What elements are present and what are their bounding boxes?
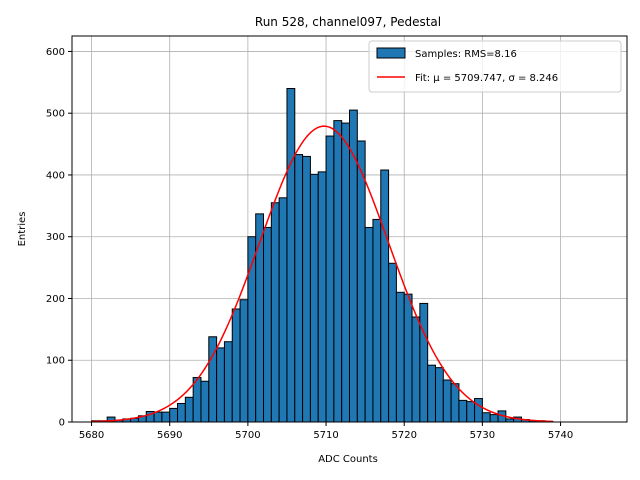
histogram-bar: [372, 218, 382, 423]
y-tick-label: 200: [46, 294, 65, 305]
y-tick-label: 400: [46, 170, 65, 181]
histogram-bar: [286, 87, 296, 423]
histogram-bar: [403, 293, 413, 423]
histogram-bar: [356, 140, 366, 423]
y-tick-label: 300: [46, 232, 65, 243]
histogram-bar: [200, 380, 210, 423]
legend-label-samples: Samples: RMS=8.16: [415, 49, 517, 60]
fit-curve: [91, 125, 553, 423]
histogram-bar: [341, 122, 351, 423]
histogram-bar: [466, 401, 476, 423]
histogram-bar: [481, 412, 491, 423]
histogram-bar: [153, 411, 163, 423]
y-tick-label: 600: [46, 47, 65, 58]
histogram-bar: [231, 308, 241, 423]
histogram-bar: [161, 411, 171, 423]
x-axis: 5680 5690 5700 5710 5720 5730 5740: [79, 422, 573, 441]
histogram-bar: [294, 154, 304, 423]
histogram-bar: [177, 402, 186, 423]
histogram-bar: [216, 347, 225, 423]
fit-curve-group: [91, 125, 553, 423]
legend-swatch-samples: [376, 47, 406, 59]
histogram-bar: [325, 135, 335, 423]
plot-frame: [71, 35, 628, 423]
histogram-bar: [278, 197, 288, 423]
histogram-bar: [427, 364, 436, 423]
histogram-bar: [223, 341, 233, 423]
y-tick-label: 0: [59, 418, 65, 429]
x-tick-label: 5680: [79, 430, 104, 441]
chart-title: Run 528, channel097, Pedestal: [255, 15, 441, 29]
y-axis-label: Entries: [17, 212, 28, 247]
histogram-bar: [388, 262, 397, 423]
histogram-bar: [184, 396, 194, 423]
x-tick-label: 5710: [313, 430, 338, 441]
x-tick-label: 5720: [391, 430, 416, 441]
histogram-bar: [411, 316, 421, 423]
x-axis-label: ADC Counts: [318, 454, 378, 465]
histogram-bar: [474, 398, 483, 423]
histogram-bar: [263, 226, 272, 423]
histogram-bar: [458, 399, 468, 423]
histogram-bar: [302, 155, 311, 423]
legend-label-fit: Fit: μ = 5709.747, σ = 8.246: [415, 73, 558, 84]
histogram-bar: [450, 383, 460, 423]
x-tick-label: 5740: [548, 430, 573, 441]
histogram-bar: [239, 299, 249, 423]
histogram-bar: [169, 407, 179, 423]
histogram-bar: [419, 302, 429, 423]
y-axis: 0 100 200 300 400 500 600: [46, 47, 72, 429]
legend-box: [368, 40, 622, 93]
y-tick-label: 100: [46, 356, 65, 367]
histogram-bar: [434, 367, 444, 423]
legend: Samples: RMS=8.16 Fit: μ = 5709.747, σ =…: [368, 40, 622, 93]
histogram-bar: [192, 377, 202, 423]
histogram-bar: [333, 120, 343, 423]
histogram-bar: [442, 379, 452, 423]
y-tick-label: 500: [46, 109, 65, 120]
x-tick-label: 5730: [470, 430, 495, 441]
x-tick-label: 5690: [157, 430, 182, 441]
histogram-bar: [395, 291, 405, 423]
histogram-bar: [270, 202, 280, 423]
histogram-bar: [380, 169, 390, 423]
histogram-bar: [489, 414, 499, 423]
histogram-bar: [364, 226, 374, 423]
histogram-bar: [317, 171, 327, 423]
histogram-bar: [255, 213, 265, 423]
x-tick-label: 5700: [235, 430, 260, 441]
histogram-bar: [309, 173, 319, 423]
